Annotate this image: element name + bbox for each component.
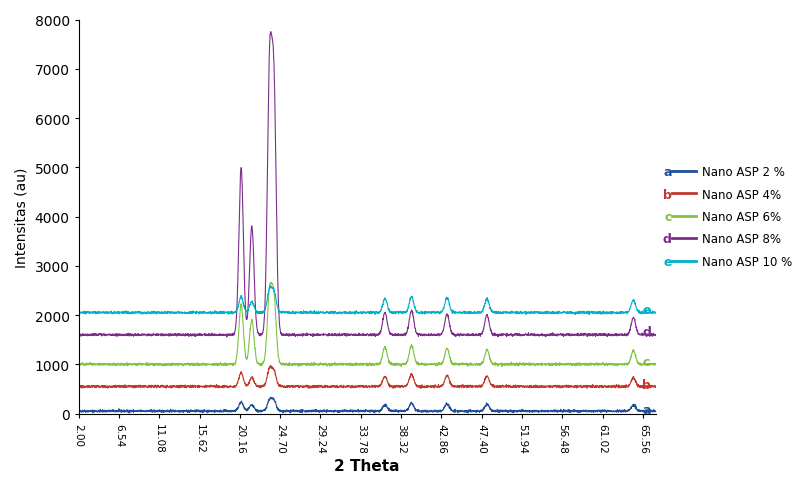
Nano ASP 6%	[74, 362, 84, 368]
Nano ASP 2 %	[174, 408, 183, 414]
Nano ASP 10 %	[74, 309, 84, 315]
Text: d: d	[642, 325, 650, 339]
Line: Nano ASP 10 %: Nano ASP 10 %	[79, 286, 654, 315]
Nano ASP 2 %	[639, 408, 649, 414]
Line: Nano ASP 6%: Nano ASP 6%	[79, 283, 654, 367]
Nano ASP 4%	[650, 385, 659, 390]
Nano ASP 10 %	[650, 310, 659, 316]
Nano ASP 4%	[295, 383, 305, 389]
Nano ASP 8%	[174, 331, 183, 337]
Nano ASP 8%	[577, 331, 586, 337]
Nano ASP 4%	[265, 363, 275, 368]
Nano ASP 4%	[577, 384, 586, 390]
X-axis label: 2 Theta: 2 Theta	[334, 458, 399, 473]
Nano ASP 10 %	[139, 310, 149, 316]
Text: c: c	[642, 355, 649, 368]
Line: Nano ASP 4%: Nano ASP 4%	[79, 366, 654, 388]
Text: d: d	[662, 233, 671, 246]
Nano ASP 2 %	[320, 408, 330, 414]
Nano ASP 10 %	[174, 310, 183, 316]
Nano ASP 4%	[639, 384, 649, 389]
Nano ASP 8%	[139, 331, 149, 337]
Nano ASP 6%	[639, 362, 649, 367]
Nano ASP 2 %	[295, 408, 305, 414]
Text: e: e	[663, 255, 671, 268]
Y-axis label: Intensitas (au): Intensitas (au)	[15, 167, 29, 267]
Nano ASP 10 %	[320, 310, 329, 316]
Text: a: a	[642, 403, 650, 416]
Text: c: c	[663, 211, 671, 224]
Nano ASP 6%	[577, 361, 586, 366]
Nano ASP 6%	[320, 361, 329, 366]
Nano ASP 10 %	[569, 312, 579, 318]
Nano ASP 6%	[295, 361, 305, 367]
Nano ASP 10 %	[295, 310, 305, 316]
Nano ASP 8%	[265, 30, 275, 36]
Nano ASP 8%	[650, 333, 659, 339]
Text: b: b	[662, 188, 671, 201]
Nano ASP 2 %	[650, 408, 659, 414]
Nano ASP 4%	[174, 384, 183, 389]
Nano ASP 6%	[496, 364, 506, 370]
Line: Nano ASP 2 %: Nano ASP 2 %	[79, 398, 654, 413]
Nano ASP 8%	[320, 331, 330, 337]
Nano ASP 2 %	[139, 408, 149, 414]
Nano ASP 6%	[174, 362, 183, 367]
Nano ASP 2 %	[74, 408, 84, 414]
Nano ASP 2 %	[124, 410, 134, 416]
Nano ASP 2 %	[265, 395, 275, 401]
Text: a: a	[663, 166, 671, 179]
Nano ASP 10 %	[639, 310, 649, 316]
Nano ASP 8%	[295, 332, 305, 338]
Nano ASP 6%	[139, 362, 149, 367]
Nano ASP 8%	[74, 332, 84, 338]
Legend: Nano ASP 2 %, Nano ASP 4%, Nano ASP 6%, Nano ASP 8%, Nano ASP 10 %: Nano ASP 2 %, Nano ASP 4%, Nano ASP 6%, …	[667, 161, 796, 273]
Text: e: e	[642, 304, 650, 316]
Nano ASP 4%	[74, 385, 84, 391]
Nano ASP 8%	[221, 334, 231, 340]
Text: b: b	[642, 378, 650, 391]
Nano ASP 10 %	[265, 283, 275, 289]
Nano ASP 6%	[266, 280, 276, 285]
Nano ASP 8%	[639, 332, 649, 338]
Nano ASP 2 %	[577, 407, 586, 413]
Line: Nano ASP 8%: Nano ASP 8%	[79, 33, 654, 337]
Nano ASP 4%	[320, 385, 329, 390]
Nano ASP 10 %	[577, 310, 586, 316]
Nano ASP 4%	[415, 386, 425, 391]
Nano ASP 6%	[650, 361, 659, 367]
Nano ASP 4%	[139, 385, 149, 390]
